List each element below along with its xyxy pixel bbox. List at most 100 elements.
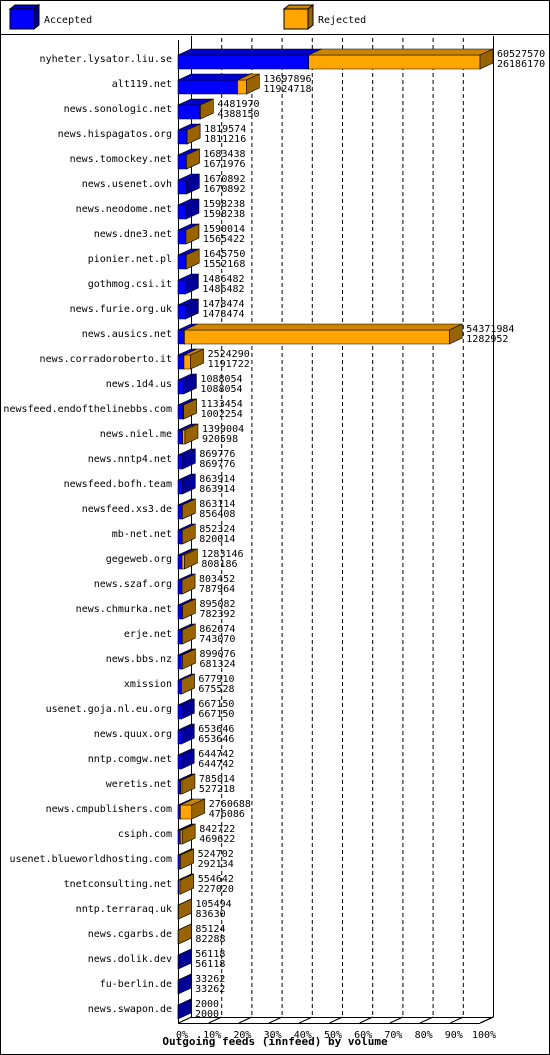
value-label: 527218 — [199, 784, 235, 795]
y-tick-label: alt119.net — [112, 79, 172, 90]
value-label: 1191722 — [208, 359, 250, 370]
y-tick-label: news.tomockey.net — [70, 154, 172, 165]
rejected-bar-face — [448, 323, 463, 345]
value-label: 1565422 — [203, 234, 245, 245]
tick-mark — [268, 1016, 283, 1024]
rejected-bar — [179, 848, 194, 870]
rejected-bar — [184, 323, 463, 345]
x-tick-label: 100% — [472, 1030, 496, 1041]
rejected-bar-face — [185, 223, 200, 245]
rejected-bar — [186, 123, 201, 145]
accepted-bar — [177, 948, 192, 970]
accepted-bar — [177, 173, 200, 195]
accepted-bar-face — [177, 279, 186, 295]
value-label: 842722 — [199, 824, 235, 835]
rejected-bar — [178, 923, 192, 945]
rejected-bar-face — [182, 623, 196, 645]
accepted-bar-face — [177, 554, 183, 570]
value-label: 675528 — [198, 684, 234, 695]
value-label: 227020 — [198, 884, 234, 895]
y-tick-label: news.nntp4.net — [88, 454, 172, 465]
value-label: 869776 — [199, 449, 235, 460]
accepted-bar-face — [177, 48, 322, 56]
y-tick-label: news.quux.org — [94, 729, 172, 740]
rejected-bar — [180, 823, 196, 845]
rejected-bar-face — [180, 873, 195, 895]
value-label: 1670892 — [203, 184, 245, 195]
rejected-bar-face — [180, 804, 193, 820]
value-label: 1683438 — [203, 149, 245, 160]
value-label: 869776 — [199, 459, 235, 470]
accepted-bar — [177, 273, 199, 295]
y-tick-label: news.1d4.us — [106, 379, 172, 390]
y-tick-label: erje.net — [124, 629, 172, 640]
rejected-bar-face — [182, 598, 196, 620]
rejected-bar-face — [178, 898, 192, 920]
accepted-bar-face — [183, 373, 197, 395]
value-label: 1598238 — [203, 209, 245, 220]
rejected-bar — [181, 548, 198, 570]
accepted-bar — [177, 298, 199, 320]
y-tick-label: news.furie.org.uk — [70, 304, 172, 315]
value-label: 476086 — [209, 809, 245, 820]
value-label: 1002254 — [201, 409, 243, 420]
accepted-bar-face — [180, 723, 195, 745]
rejected-bar — [180, 798, 206, 820]
value-label: 920598 — [202, 434, 238, 445]
value-label: 1283146 — [201, 549, 243, 560]
rejected-bar-face — [184, 323, 463, 331]
y-tick-label: newsfeed.xs3.de — [82, 504, 172, 515]
legend-label: Accepted — [44, 15, 92, 26]
value-label: 863914 — [199, 484, 235, 495]
tick-mark — [480, 1016, 494, 1024]
accepted-bar-face — [177, 204, 187, 220]
value-label: 1590014 — [203, 224, 245, 235]
y-tick-label: usenet.blueworldhosting.com — [9, 854, 172, 865]
y-tick-label: nntp.terraraq.uk — [76, 904, 172, 915]
accepted-bar-face — [177, 504, 183, 520]
x-tick-label: 80% — [415, 1030, 433, 1041]
y-tick-label: mb-net.net — [112, 529, 172, 540]
value-label: 644742 — [198, 749, 234, 760]
value-label: 554642 — [198, 874, 234, 885]
y-tick-label: newsfeed.bofh.team — [64, 479, 172, 490]
value-label: 4481970 — [217, 99, 259, 110]
x-tick-label: 40% — [294, 1030, 312, 1041]
value-label: 1133454 — [201, 399, 243, 410]
tick-mark — [419, 1016, 434, 1024]
y-tick-label: news.dolik.dev — [88, 954, 172, 965]
rejected-bar-face — [184, 329, 450, 345]
value-label: 4388150 — [217, 109, 259, 120]
x-tick-label: 30% — [264, 1030, 282, 1041]
value-label: 56118 — [195, 959, 225, 970]
accepted-bar-face — [177, 629, 183, 645]
rejected-bar — [181, 623, 196, 645]
rejected-bar-face — [181, 673, 195, 695]
rejected-bar — [308, 48, 494, 70]
rejected-bar-face — [237, 79, 247, 95]
value-label: 1399004 — [202, 424, 244, 435]
accepted-bar-face — [177, 604, 183, 620]
rejected-bar — [185, 223, 200, 245]
accepted-bar — [177, 748, 195, 770]
legend-swatch — [9, 8, 35, 30]
value-label: 292134 — [198, 859, 234, 870]
value-label: 782392 — [199, 609, 235, 620]
y-tick-label: news.bbs.nz — [106, 654, 172, 665]
value-label: 899076 — [199, 649, 235, 660]
accepted-bar-face — [177, 179, 187, 195]
rejected-bar-face — [182, 429, 186, 445]
y-tick-label: gegeweb.org — [106, 554, 172, 565]
value-label: 852324 — [199, 524, 235, 535]
rejected-bar-face — [190, 348, 204, 370]
rejected-bar — [181, 673, 195, 695]
y-tick-label: news.cgarbs.de — [88, 929, 172, 940]
rejected-bar-face — [186, 123, 201, 145]
value-label: 54371984 — [466, 324, 514, 335]
y-tick-label: news.cmpublishers.com — [46, 804, 172, 815]
accepted-bar — [177, 698, 195, 720]
rejected-bar-face — [183, 398, 197, 420]
accepted-bar-face — [177, 779, 181, 795]
value-label: 862674 — [199, 624, 235, 635]
